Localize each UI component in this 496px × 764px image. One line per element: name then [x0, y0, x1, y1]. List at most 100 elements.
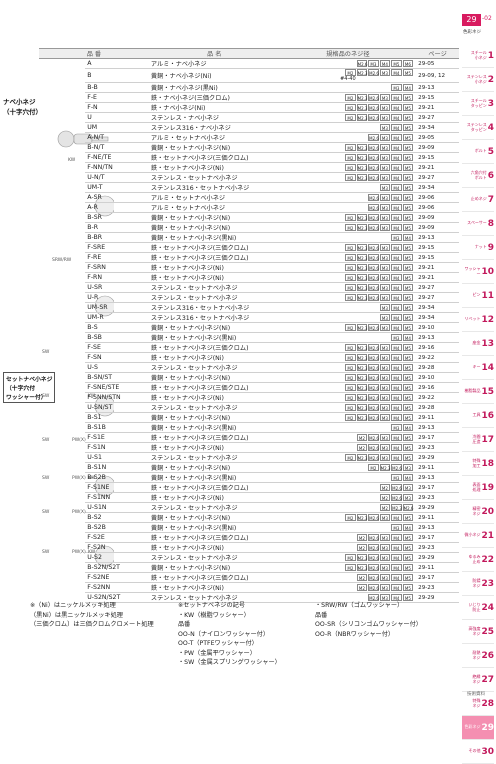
- size-box: M2.6: [368, 224, 379, 231]
- chapter-tab-15[interactable]: 樹脂製品 15: [462, 380, 494, 404]
- page-ref[interactable]: 29-29: [416, 502, 459, 513]
- page-ref[interactable]: 29-13: [416, 82, 459, 93]
- page-ref[interactable]: 29-16: [416, 382, 459, 393]
- size-box: M2.3: [356, 94, 368, 101]
- chapter-tab-24[interactable]: いじり 防止 24: [462, 596, 494, 620]
- chapter-tab-8[interactable]: スペーサー 8: [462, 212, 494, 236]
- chapter-tab-7[interactable]: 止めネジ 7: [462, 188, 494, 212]
- page-ref[interactable]: 29-11: [416, 412, 459, 423]
- page-ref[interactable]: 29-15: [416, 242, 459, 253]
- page-ref[interactable]: 29-17: [416, 482, 459, 493]
- chapter-tab-22[interactable]: ゆるみ 止め 22: [462, 548, 494, 572]
- page-ref[interactable]: 29-13: [416, 332, 459, 343]
- chapter-tab-23[interactable]: 防錆 ネジ 23: [462, 572, 494, 596]
- page-ref[interactable]: 29-17: [416, 432, 459, 443]
- page-ref[interactable]: 29-27: [416, 292, 459, 303]
- chapter-tab-30[interactable]: その他 30: [462, 740, 494, 764]
- chapter-tab-6[interactable]: 六角穴付 ボルト 6: [462, 164, 494, 188]
- page-ref[interactable]: 29-27: [416, 282, 459, 293]
- page-ref[interactable]: 29-17: [416, 572, 459, 583]
- page-ref[interactable]: 29-21: [416, 262, 459, 273]
- page-ref[interactable]: 29-05: [416, 58, 459, 69]
- page-ref[interactable]: 29-34: [416, 302, 459, 313]
- chapter-tab-29[interactable]: 色彩ネジ 29: [462, 716, 494, 740]
- chapter-tab-12[interactable]: リベット 12: [462, 308, 494, 332]
- page-ref[interactable]: 29-13: [416, 472, 459, 483]
- page-ref[interactable]: 29-10: [416, 372, 459, 383]
- page-ref[interactable]: 29-29: [416, 552, 459, 563]
- page-ref[interactable]: 29-15: [416, 152, 459, 163]
- chapter-tab-9[interactable]: ナット 9: [462, 236, 494, 260]
- size-box: M2: [356, 544, 368, 551]
- chapter-tab-5[interactable]: ボルト 5: [462, 140, 494, 164]
- page-ref[interactable]: 29-27: [416, 112, 459, 123]
- page-ref[interactable]: 29-29: [416, 452, 459, 463]
- page-ref[interactable]: 29-11: [416, 512, 459, 523]
- product-code: B-S1B: [85, 422, 149, 433]
- chapter-tab-25[interactable]: 高強度 ネジ 25: [462, 620, 494, 644]
- size-box: M2.6: [368, 264, 379, 271]
- page-ref[interactable]: 29-21: [416, 102, 459, 113]
- page-ref[interactable]: 29-06: [416, 192, 459, 203]
- page-ref[interactable]: 29-22: [416, 392, 459, 403]
- page-ref[interactable]: 29-23: [416, 442, 459, 453]
- page-ref[interactable]: 29-23: [416, 542, 459, 553]
- page-ref[interactable]: 29-06: [416, 202, 459, 213]
- page-ref[interactable]: 29-09: [416, 212, 459, 223]
- chapter-tab-20[interactable]: 精密 ネジ 20: [462, 500, 494, 524]
- chapter-tab-26[interactable]: 耐熱 ネジ 26: [462, 644, 494, 668]
- chapter-tab-11[interactable]: ピン 11: [462, 284, 494, 308]
- table-row: B 黄銅・ナベ小ネジ(Ni) M2 M2.3 M2.6 M3 M4 M5 #4-40 29-09,…: [39, 68, 459, 83]
- page-ref[interactable]: 29-09: [416, 142, 459, 153]
- chapter-tab-1[interactable]: スチール 小ネジ 1: [462, 44, 494, 68]
- chapter-tab-17[interactable]: 冷間 圧造 17: [462, 428, 494, 452]
- page-ref[interactable]: 29-27: [416, 172, 459, 183]
- page-ref[interactable]: 29-05: [416, 132, 459, 143]
- chapter-tab-13[interactable]: 座金 13: [462, 332, 494, 356]
- page-ref[interactable]: 29-28: [416, 362, 459, 373]
- chapter-tab-label: ボルト: [474, 148, 487, 154]
- page-ref[interactable]: 29-21: [416, 162, 459, 173]
- page-ref[interactable]: 29-28: [416, 402, 459, 413]
- size-list: M2 M2.6 M3 M4 M5: [279, 532, 417, 543]
- chapter-tab-4[interactable]: ステンレス タッピン 4: [462, 116, 494, 140]
- page-ref[interactable]: 29-13: [416, 232, 459, 243]
- chapter-tab-10[interactable]: ワッシャー 10: [462, 260, 494, 284]
- chapter-tab-27[interactable]: 絶縁 ネジ 27: [462, 668, 494, 692]
- page-ref[interactable]: 29-13: [416, 522, 459, 533]
- page-ref[interactable]: 29-21: [416, 272, 459, 283]
- page-ref[interactable]: 29-11: [416, 462, 459, 473]
- page-ref[interactable]: 29-09: [416, 222, 459, 233]
- chapter-tab-16[interactable]: 工具 16: [462, 404, 494, 428]
- page-ref[interactable]: 29-23: [416, 582, 459, 593]
- product-name: 鉄・セットナベ小ネジ(三価クロム): [148, 482, 280, 493]
- chapter-tab-21[interactable]: 微小ネジ 21: [462, 524, 494, 548]
- page-ref[interactable]: 29-15: [416, 252, 459, 263]
- page-ref[interactable]: 29-09, 12: [416, 68, 459, 83]
- size-box: M4: [391, 254, 402, 261]
- page-ref[interactable]: 29-34: [416, 312, 459, 323]
- product-name: 鉄・セットナベ小ネジ(三価クロム): [148, 342, 280, 353]
- chapter-tab-18[interactable]: 特殊 加工 18: [462, 452, 494, 476]
- nav-tech-data[interactable]: 技術資料: [467, 692, 485, 697]
- page-ref[interactable]: 29-10: [416, 322, 459, 333]
- page-ref[interactable]: 29-34: [416, 122, 459, 133]
- chapter-tab-2[interactable]: ステンレス 小ネジ 2: [462, 68, 494, 92]
- chapter-tab-14[interactable]: キー 14: [462, 356, 494, 380]
- page-ref[interactable]: 29-23: [416, 492, 459, 503]
- page-ref[interactable]: 29-16: [416, 342, 459, 353]
- page-ref[interactable]: 29-22: [416, 352, 459, 363]
- page-ref[interactable]: 29-15: [416, 92, 459, 103]
- chapter-tab-3[interactable]: スチール タッピン 3: [462, 92, 494, 116]
- page-ref[interactable]: 29-13: [416, 422, 459, 433]
- size-list: M2 M2.3 M2.6 M3 M4 M5: [279, 512, 417, 523]
- size-list: M2 M2.3 M2.6 M3 M4 M5: [279, 112, 417, 123]
- page-ref[interactable]: 29-17: [416, 532, 459, 543]
- page-ref[interactable]: 29-29: [416, 592, 459, 603]
- illustration-cell: [39, 223, 85, 233]
- page-ref[interactable]: 29-34: [416, 182, 459, 193]
- illustration-cell: [39, 573, 85, 583]
- product-code: U-S2: [85, 552, 149, 563]
- page-ref[interactable]: 29-11: [416, 562, 459, 573]
- chapter-tab-19[interactable]: 表面 処理 19: [462, 476, 494, 500]
